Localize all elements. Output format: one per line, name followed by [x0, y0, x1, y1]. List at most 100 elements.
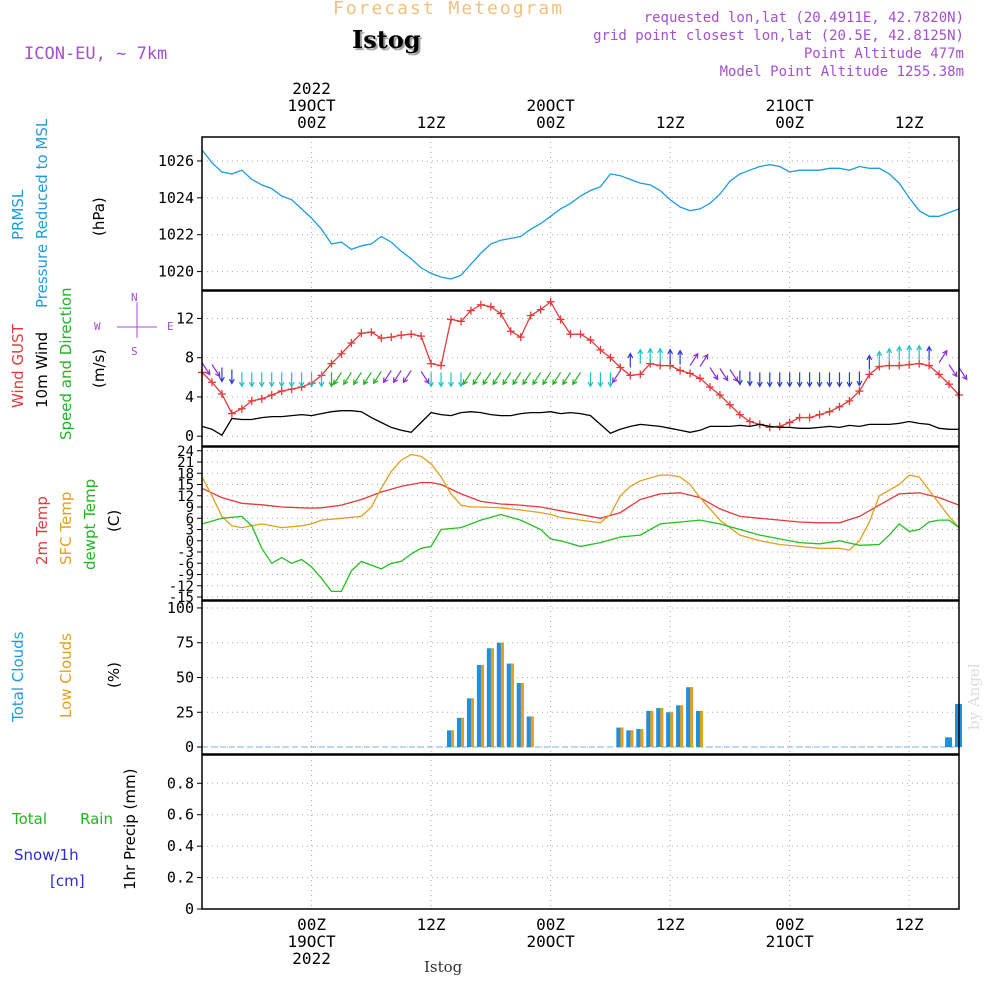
- gust-point: [636, 370, 645, 379]
- wind-direction-arrow: [420, 371, 430, 385]
- y-tick-label: -15: [169, 590, 194, 606]
- model-altitude: Model Point Altitude 1255.38m: [719, 64, 964, 80]
- gust-point: [845, 396, 854, 405]
- total-cloud-bar: [476, 664, 484, 748]
- y-tick-label: 4: [185, 388, 194, 406]
- panel-frame: [201, 446, 960, 601]
- low-cloud-bar: [630, 730, 634, 748]
- gust-point: [377, 334, 386, 343]
- series-line-gust: [201, 300, 960, 429]
- panel-frame: [201, 136, 960, 291]
- wind-direction-arrow: [343, 372, 352, 386]
- series-line-sfc_temp: [201, 453, 960, 551]
- gust-point: [795, 413, 804, 422]
- y-tick-label: 24: [177, 444, 194, 460]
- y-tick-label: 75: [176, 634, 194, 652]
- top-time-label: 19OCT: [287, 96, 336, 115]
- gust-point: [925, 361, 934, 370]
- wind-direction-arrow: [278, 372, 285, 388]
- wind-direction-arrow: [719, 368, 729, 382]
- low-cloud-bar: [500, 642, 504, 748]
- y-tick-label: 12: [176, 309, 194, 327]
- gust-point: [207, 378, 216, 387]
- low-cloud-bar: [620, 727, 624, 748]
- wind-direction-arrow: [736, 370, 743, 386]
- wind-direction-arrow: [572, 372, 582, 386]
- compass-s: S: [131, 345, 138, 358]
- wind-direction-arrow: [816, 372, 823, 388]
- wind-direction-arrow: [796, 372, 803, 388]
- gust-point: [367, 328, 376, 337]
- label-cm: [cm]: [50, 872, 85, 890]
- low-cloud-bar: [451, 730, 455, 748]
- total-cloud-bar: [696, 710, 704, 748]
- wind-direction-arrow: [218, 367, 225, 383]
- compass-w: W: [94, 320, 101, 333]
- bottom-time-label: 20OCT: [527, 932, 576, 951]
- bottom-time-label: 12Z: [895, 915, 924, 934]
- gust-point: [337, 349, 346, 358]
- wind-direction-arrow: [333, 372, 342, 386]
- wind-direction-arrow: [699, 353, 709, 367]
- gust-point: [476, 300, 485, 309]
- wind-direction-arrow: [201, 362, 211, 376]
- wind-direction-arrow: [746, 371, 753, 387]
- wind-direction-arrow: [627, 352, 634, 368]
- gust-point: [945, 380, 954, 389]
- total-cloud-bar: [506, 663, 514, 748]
- wind-direction-arrow: [288, 372, 295, 388]
- wind-direction-arrow: [318, 372, 325, 388]
- wind-direction-arrow: [542, 372, 552, 386]
- top-time-label: 12Z: [656, 113, 685, 132]
- gust-point: [267, 390, 276, 399]
- wind-direction-arrow: [826, 372, 833, 388]
- y-tick-label: 9: [186, 500, 194, 516]
- panel-frame: [201, 754, 960, 910]
- wind-direction-arrow: [402, 370, 412, 384]
- gust-point: [387, 333, 396, 342]
- bottom-time-label: 2022: [292, 949, 331, 968]
- gridpoint-coords: grid point closest lon,lat (20.5E, 42.81…: [593, 28, 964, 44]
- wind-direction-arrow: [926, 345, 933, 361]
- y-tick-label: 25: [176, 703, 194, 721]
- gust-point: [705, 383, 714, 392]
- total-cloud-bar: [526, 716, 534, 748]
- top-time-label: 12Z: [417, 113, 446, 132]
- top-time-label: 20OCT: [527, 96, 576, 115]
- bottom-time-label: 00Z: [775, 915, 804, 934]
- wind-direction-arrow: [522, 372, 532, 386]
- wind-direction-arrow: [866, 354, 873, 370]
- gust-point: [556, 315, 565, 324]
- gust-point: [277, 387, 286, 396]
- wind-direction-arrow: [611, 370, 621, 384]
- y-tick-label: 1024: [158, 189, 194, 207]
- wind-direction-arrow: [268, 372, 275, 388]
- total-cloud-bar: [945, 737, 953, 748]
- series-line-wind: [201, 410, 959, 437]
- gust-point: [397, 331, 406, 340]
- total-cloud-bar: [626, 730, 634, 748]
- wind-direction-arrow: [448, 372, 454, 388]
- wind-direction-arrow: [512, 372, 522, 386]
- gust-point: [835, 402, 844, 411]
- gust-point: [616, 363, 625, 372]
- top-time-label: 00Z: [297, 113, 326, 132]
- wind-direction-arrow: [382, 370, 392, 384]
- gust-point: [407, 330, 416, 339]
- y-tick-label: 12: [177, 489, 194, 505]
- wind-direction-arrow: [958, 367, 968, 381]
- wind-direction-arrow: [552, 372, 562, 386]
- wind-direction-arrow: [776, 372, 783, 388]
- y-tick-label: 0.6: [167, 806, 194, 824]
- y-tick-label: -3: [177, 545, 194, 561]
- label-snow: Snow/1h: [14, 846, 79, 864]
- wind-direction-arrow: [906, 344, 913, 360]
- gust-point: [715, 390, 724, 399]
- wind-direction-arrow: [786, 372, 793, 388]
- low-cloud-bar: [660, 708, 664, 748]
- wind-direction-arrow: [896, 345, 903, 361]
- series-line-temp: [201, 481, 960, 524]
- y-tick-label: 0.4: [167, 837, 194, 855]
